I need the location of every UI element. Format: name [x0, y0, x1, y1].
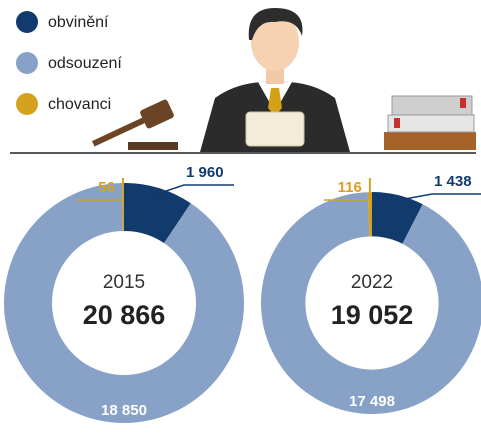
- total-label: 20 866: [83, 300, 166, 330]
- donut-segment: [3, 183, 244, 423]
- data-label: 1 438: [434, 173, 472, 190]
- gavel-base: [128, 142, 178, 150]
- leader-line: [156, 184, 234, 195]
- face: [251, 13, 299, 71]
- illustration: [10, 8, 476, 154]
- total-label: 19 052: [331, 300, 414, 330]
- data-label: 56: [98, 179, 115, 196]
- legend-swatch: [16, 93, 38, 115]
- data-label: 1 960: [186, 164, 224, 181]
- donut-segment: [124, 183, 191, 244]
- legend-label: chovanci: [48, 96, 111, 113]
- donut-segment: [121, 183, 124, 232]
- data-label: 17 498: [349, 393, 395, 410]
- legend-swatch: [16, 52, 38, 74]
- bookmark: [460, 98, 466, 108]
- chart-title: 2015: [103, 272, 145, 293]
- gavel-head: [140, 99, 174, 129]
- legend-label: obvinění: [48, 14, 109, 31]
- book: [391, 95, 473, 116]
- leader-line: [396, 193, 481, 202]
- data-label: 116: [338, 179, 362, 196]
- book: [387, 114, 475, 133]
- donut-segment: [372, 192, 423, 244]
- legend-swatch: [16, 11, 38, 33]
- data-label: 18 850: [101, 402, 147, 419]
- donut-segment: [261, 192, 481, 414]
- legend-label: odsouzení: [48, 55, 122, 72]
- hair: [248, 8, 303, 40]
- donut-segment: [367, 192, 372, 237]
- book: [384, 132, 476, 150]
- tie: [268, 88, 282, 116]
- gavel-handle: [92, 111, 158, 147]
- chart-title: 2022: [351, 272, 393, 293]
- paper: [245, 111, 305, 147]
- bookmark: [394, 118, 400, 128]
